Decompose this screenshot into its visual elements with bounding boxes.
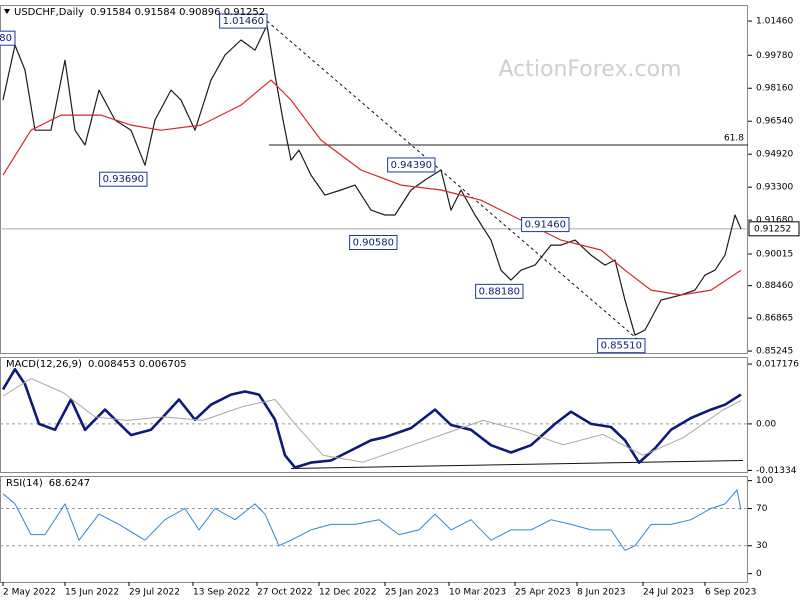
annotation-box [219, 13, 268, 29]
y-tick-label: 0 [756, 569, 762, 579]
y-tick-label: 0.93300 [756, 183, 793, 193]
annotation-label: 0.93690 [103, 174, 144, 185]
annotation-label: 1.01460 [223, 16, 264, 27]
x-tick-label: 13 Sep 2022 [193, 588, 250, 598]
annotation-box [597, 338, 646, 354]
x-tick-label: 8 Jun 2023 [577, 588, 625, 598]
annotation-label: 0.85510 [601, 341, 642, 352]
annotation-label: 0.94390 [391, 160, 432, 171]
y-tick-label: 0.88460 [756, 281, 793, 291]
annotation-label: 0.90580 [353, 237, 394, 248]
x-tick-label: 2 May 2022 [3, 588, 56, 598]
annotation-box [99, 171, 148, 187]
x-tick-label: 10 Mar 2023 [449, 588, 506, 598]
y-tick-label: 30 [756, 541, 768, 551]
y-tick-label: 100 [756, 476, 773, 486]
x-tick-label: 6 Sep 2023 [705, 588, 756, 598]
panel-frame [0, 476, 748, 583]
panel-frame [0, 5, 748, 354]
fibonacci-label: 61.8 [724, 134, 744, 144]
annotation-label: 0.88180 [479, 286, 520, 297]
x-tick-label: 25 Jan 2023 [385, 588, 439, 598]
x-tick-label: 15 Jun 2022 [65, 588, 119, 598]
current-price-box [748, 221, 800, 237]
current-price-label: 0.91252 [754, 224, 791, 234]
trendline [290, 460, 744, 470]
symbol-arrow [4, 9, 10, 14]
x-tick-label: 25 Apr 2023 [515, 588, 571, 598]
annotation-box [475, 283, 524, 299]
y-tick-label: 0.96540 [756, 117, 793, 127]
title: USDCHF,Daily [14, 7, 84, 18]
annotation-box [387, 157, 436, 173]
annotation-box [521, 217, 570, 233]
y-tick-label: 70 [756, 504, 768, 514]
panel-title: RSI(14) 68.6247 [6, 478, 90, 489]
y-tick-label: 0.98160 [756, 84, 793, 94]
y-tick-label: 0.00 [756, 419, 776, 429]
panel-title: MACD(12,26,9) 0.008453 0.006705 [6, 359, 187, 370]
y-tick-label: 0.017176 [756, 360, 799, 370]
x-tick-label: 27 Oct 2022 [257, 588, 313, 598]
series-line [2, 489, 742, 551]
x-tick-label: 29 Jul 2022 [129, 588, 180, 598]
series-line [2, 79, 742, 296]
annotation-box [349, 234, 398, 250]
y-tick-label: 0.86865 [756, 314, 793, 324]
trendline [266, 20, 646, 347]
title: RSI(14) [6, 478, 43, 489]
panel-frame [0, 357, 748, 473]
panel-title: USDCHF,Daily 0.91584 0.91584 0.90896 0.91… [14, 7, 265, 18]
series-line [1, 367, 742, 469]
y-tick-label: 0.85245 [756, 347, 793, 357]
y-tick-label: 0.99780 [756, 51, 793, 61]
title: MACD(12,26,9) [6, 359, 82, 370]
y-tick-label: 0.91680 [756, 216, 793, 226]
annotation-label: 0.91460 [525, 220, 566, 231]
annotation-label: 80 [0, 33, 12, 44]
annotation-box [0, 30, 16, 46]
series-line [2, 24, 742, 336]
subtitle: 0.008453 0.006705 [88, 359, 187, 370]
watermark: ActionForex.com [499, 57, 682, 82]
x-tick-label: 24 Jul 2023 [643, 588, 694, 598]
y-tick-label: 0.90015 [756, 249, 793, 259]
y-tick-label: 1.01460 [756, 17, 793, 27]
x-tick-label: 12 Dec 2022 [319, 588, 377, 598]
subtitle: 68.6247 [49, 478, 90, 489]
series-line [2, 378, 742, 463]
subtitle: 0.91584 0.91584 0.90896 0.91252 [90, 7, 265, 18]
y-tick-label: -0.01334 [756, 466, 797, 476]
y-tick-label: 0.94920 [756, 150, 793, 160]
